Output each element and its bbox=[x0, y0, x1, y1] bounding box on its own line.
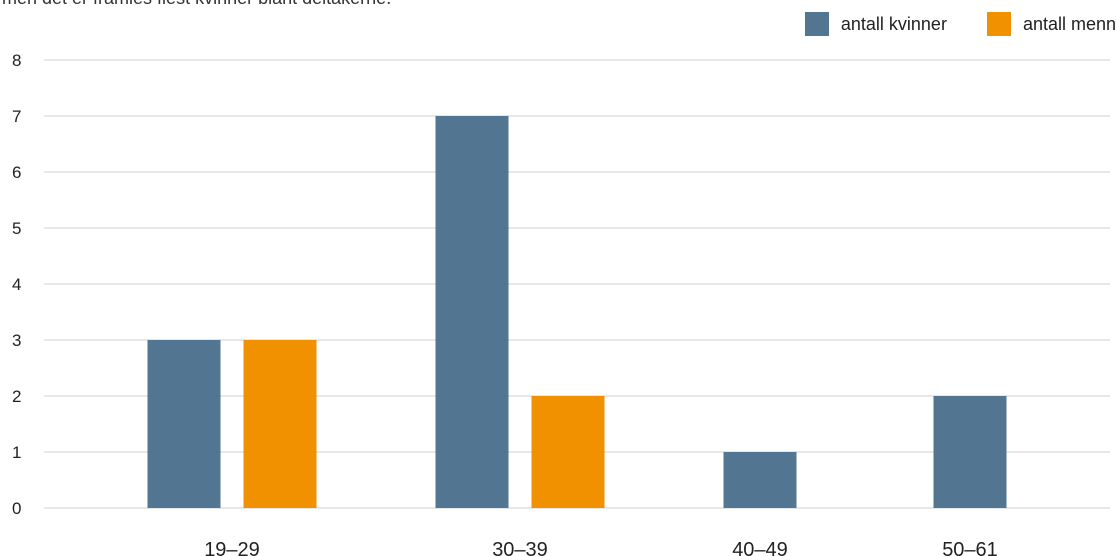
y-tick-label: 7 bbox=[12, 107, 21, 126]
x-category-label: 19–29 bbox=[204, 539, 260, 556]
legend-label-men: antall menn bbox=[1022, 13, 1116, 34]
y-tick-label: 3 bbox=[12, 331, 21, 350]
x-category-label: 40–49 bbox=[732, 539, 788, 556]
x-category-label: 50–61 bbox=[942, 539, 998, 556]
y-tick-label: 5 bbox=[12, 219, 21, 238]
y-tick-label: 0 bbox=[12, 499, 21, 518]
bar-women-3 bbox=[933, 396, 1007, 508]
bar-women-0 bbox=[147, 340, 221, 508]
intro-text: men det er framles flest kvinner blant d… bbox=[2, 0, 391, 8]
x-category-label: 30–39 bbox=[492, 539, 548, 556]
legend-swatch-women bbox=[804, 12, 829, 36]
y-tick-label: 6 bbox=[12, 163, 21, 182]
legend-swatch-men bbox=[986, 12, 1011, 36]
bar-men-1 bbox=[531, 396, 605, 508]
y-tick-label: 2 bbox=[12, 387, 21, 406]
bar-women-2 bbox=[723, 452, 797, 508]
legend-item-women: antall kvinner bbox=[804, 12, 947, 36]
bar-women-1 bbox=[435, 116, 509, 508]
y-tick-label: 8 bbox=[12, 51, 21, 70]
legend: antall kvinner antall menn bbox=[804, 12, 1116, 36]
legend-item-men: antall menn bbox=[986, 12, 1116, 36]
y-tick-label: 4 bbox=[12, 275, 21, 294]
y-tick-label: 1 bbox=[12, 443, 21, 462]
bar-men-0 bbox=[243, 340, 317, 508]
legend-label-women: antall kvinner bbox=[840, 13, 947, 34]
